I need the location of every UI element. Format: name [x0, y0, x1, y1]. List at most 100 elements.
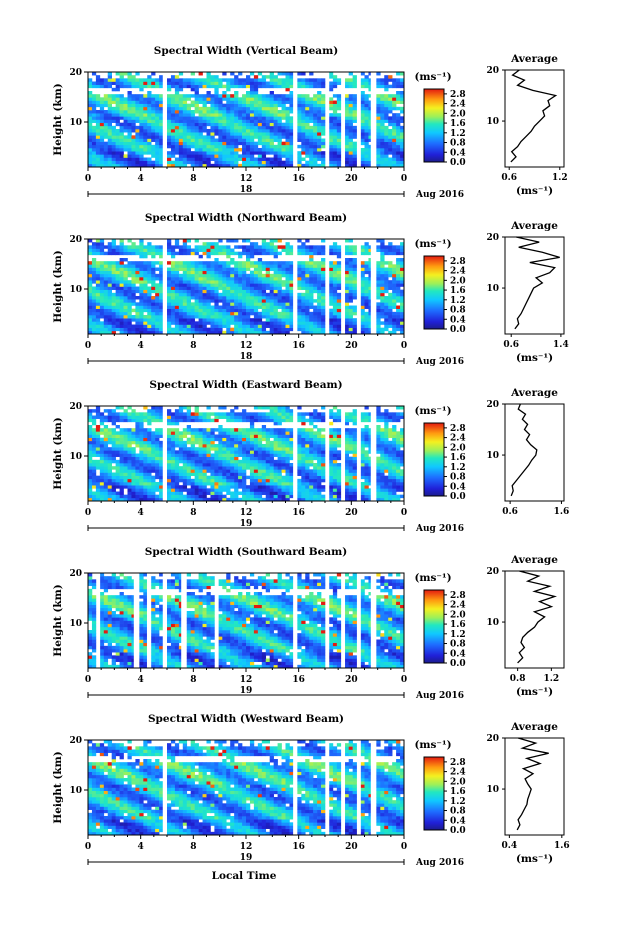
data-gap-stripe — [162, 72, 166, 167]
data-gap-stripe — [341, 573, 346, 668]
average-frame — [504, 236, 565, 335]
x-tick-label: 4 — [138, 341, 144, 351]
colorbar-tick-label: 1.2 — [450, 129, 466, 139]
heatmap-cells — [88, 406, 405, 502]
x-tick-label: 0 — [401, 341, 407, 351]
colorbar-tick-label: 0.4 — [450, 315, 466, 325]
x-tick-label: 0 — [85, 174, 91, 184]
data-gap-stripe — [293, 239, 297, 334]
y-axis-title: Height (km) — [52, 83, 64, 155]
data-gap-stripe — [341, 406, 346, 501]
heatmap-cells — [88, 72, 405, 168]
colorbar-tick-label: 2.0 — [450, 777, 466, 787]
x-tick-label: 4 — [138, 508, 144, 518]
x-axis-title: Local Time — [212, 870, 277, 882]
colorbar-tick-label: 2.0 — [450, 276, 466, 286]
average-x-axis-title: (ms⁻¹) — [516, 853, 553, 865]
average-profile-line — [516, 737, 549, 831]
x-tick-label: 16 — [292, 174, 305, 184]
average-frame — [504, 403, 565, 502]
data-gap-stripe — [326, 72, 330, 167]
date-day-label: 18 — [240, 352, 253, 362]
x-tick-label: 8 — [190, 508, 196, 518]
data-gap-stripe — [133, 573, 137, 668]
data-gap-stripe — [341, 239, 346, 334]
data-gap-stripe — [341, 740, 346, 835]
colorbar-tick-label: 0.0 — [450, 158, 466, 168]
colorbar-tick-label: 1.2 — [450, 797, 466, 807]
colorbar-tick-label: 1.2 — [450, 296, 466, 306]
data-gap-stripe — [326, 239, 330, 334]
x-tick-label: 16 — [292, 675, 305, 685]
x-tick-label: 12 — [240, 174, 253, 184]
average-title: Average — [510, 387, 558, 399]
y-axis-title: Height (km) — [52, 751, 64, 823]
colorbar-tick-label: 0.4 — [450, 649, 466, 659]
x-tick-label: 0 — [401, 842, 407, 852]
average-frame — [504, 570, 565, 669]
y-tick-label: 20 — [69, 235, 82, 245]
colorbar-tick-label: 2.8 — [450, 758, 466, 768]
date-month-label: Aug 2016 — [415, 190, 464, 200]
x-tick-label: 16 — [292, 341, 305, 351]
y-tick-label: 20 — [69, 736, 82, 746]
colorbar — [423, 422, 445, 497]
x-tick-label: 0 — [401, 508, 407, 518]
x-tick-label: 0 — [401, 675, 407, 685]
average-x-tick-label: 0.8 — [510, 674, 526, 684]
average-x-tick-label: 0.6 — [501, 173, 517, 183]
average-y-tick-label: 10 — [486, 284, 499, 294]
x-tick-label: 16 — [292, 508, 305, 518]
heatmap-cells — [88, 239, 405, 335]
colorbar-tick-label: 0.8 — [450, 139, 466, 149]
colorbar-tick-label: 0.0 — [450, 492, 466, 502]
average-title: Average — [510, 53, 558, 65]
colorbar-tick-label: 2.0 — [450, 610, 466, 620]
x-tick-label: 12 — [240, 341, 253, 351]
colorbar-tick-label: 2.8 — [450, 591, 466, 601]
colorbar-tick-label: 0.4 — [450, 482, 466, 492]
x-tick-label: 0 — [85, 675, 91, 685]
average-y-tick-label: 20 — [486, 66, 499, 76]
y-tick-label: 20 — [69, 68, 82, 78]
y-axis-title: Height (km) — [52, 417, 64, 489]
y-tick-label: 10 — [69, 786, 82, 796]
data-gap-stripe — [357, 239, 361, 334]
colorbar-unit: (ms⁻¹) — [414, 405, 451, 417]
panel-1: Spectral Width (Northward Beam) 20 10 Heigh… — [52, 212, 569, 367]
x-tick-label: 12 — [240, 842, 253, 852]
x-tick-label: 20 — [345, 174, 358, 184]
data-gap-stripe — [146, 573, 151, 668]
x-tick-label: 16 — [292, 842, 305, 852]
panel-title: Spectral Width (Southward Beam) — [145, 546, 347, 558]
panel-title: Spectral Width (Vertical Beam) — [154, 45, 338, 57]
colorbar-tick-label: 2.4 — [450, 768, 466, 778]
average-x-tick-label: 0.6 — [502, 507, 518, 517]
average-title: Average — [510, 554, 558, 566]
colorbar-tick-label: 0.8 — [450, 807, 466, 817]
data-gap-stripe — [162, 573, 166, 668]
average-x-tick-label: 1.6 — [554, 507, 570, 517]
x-tick-label: 8 — [190, 675, 196, 685]
x-tick-label: 20 — [345, 675, 358, 685]
date-day-label: 19 — [240, 519, 253, 529]
data-gap-stripe — [370, 239, 374, 334]
data-gap-stripe — [326, 406, 330, 501]
y-tick-label: 10 — [69, 285, 82, 295]
data-gap-stripe — [357, 573, 361, 668]
average-x-axis-title: (ms⁻¹) — [516, 352, 553, 364]
x-tick-label: 20 — [345, 341, 358, 351]
date-day-label: 18 — [240, 185, 253, 195]
data-gap-stripe — [370, 406, 374, 501]
average-y-tick-label: 20 — [486, 734, 499, 744]
data-gap-stripe — [162, 740, 166, 835]
x-tick-label: 0 — [85, 508, 91, 518]
average-profile-line — [517, 570, 557, 664]
panel-2: Spectral Width (Eastward Beam) 20 10 Height… — [52, 379, 569, 534]
heatmap-cells — [88, 573, 405, 669]
panel-3: Spectral Width (Southward Beam) 20 10 Heigh… — [52, 546, 565, 701]
x-tick-label: 4 — [138, 174, 144, 184]
colorbar-tick-label: 2.0 — [450, 109, 466, 119]
x-tick-label: 12 — [240, 508, 253, 518]
